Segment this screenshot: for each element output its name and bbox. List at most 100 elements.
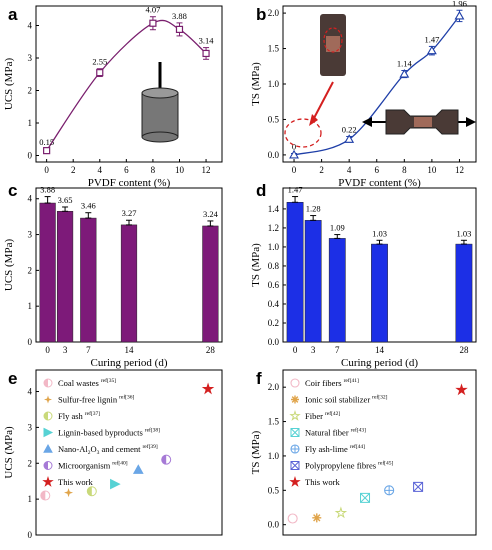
- x-tick-label: 6: [124, 165, 129, 175]
- legend-entry: Coal wastes ref[35]: [58, 377, 116, 388]
- data-point: [43, 427, 54, 438]
- specimen-label: [414, 117, 432, 127]
- data-point: [291, 395, 299, 404]
- x-tick-label: 10: [427, 165, 437, 175]
- y-tick-label: 3: [28, 422, 33, 432]
- panel-f: 0.0 0.5 1.0 1.5 2.0 TS (MPa) f Coir fibers ref[4…: [250, 369, 477, 536]
- data-point: [413, 481, 424, 492]
- legend-entry: Fly ash ref[37]: [58, 410, 100, 421]
- marker-cross: [291, 445, 299, 453]
- panel-label: d: [256, 181, 266, 200]
- marker-cross: [290, 461, 300, 470]
- data-point: [290, 428, 300, 437]
- data-point: [454, 10, 465, 20]
- x-tick-label: 2: [71, 165, 76, 175]
- plot-frame: [35, 369, 223, 536]
- y-tick-label: 3: [28, 53, 33, 63]
- data-point: [132, 464, 144, 474]
- marker-fill: [40, 491, 46, 501]
- panel-b: 0.0 0.5 1.0 1.5 2.0 0 2 4 6 8 10 12 TS (MPa) PVDF con…: [250, 0, 477, 189]
- x-tick-label: 14: [375, 345, 385, 355]
- y-tick-label: 1: [28, 118, 33, 128]
- data-point: [175, 25, 184, 33]
- panel-label: f: [256, 369, 262, 388]
- y-tick-label: 1: [28, 494, 33, 504]
- y-tick-label: 2: [28, 458, 33, 468]
- specimen-label: [326, 36, 340, 52]
- y-tick-label: 1.0: [268, 242, 280, 252]
- y-tick-label: 0.4: [268, 299, 280, 309]
- tension-arrowhead-right: [466, 117, 476, 127]
- data-label: 1.03: [457, 228, 472, 238]
- panel-label: c: [8, 181, 17, 200]
- data-label: 3.27: [122, 208, 137, 218]
- x-tick-label: 0: [44, 165, 49, 175]
- x-tick-label: 0: [293, 345, 298, 355]
- bar: [286, 202, 304, 343]
- y-tick-label: 0: [28, 337, 33, 347]
- marker-cross: [360, 493, 370, 503]
- data-label: 0: [292, 141, 296, 151]
- y-tick-label: 0.5: [268, 114, 280, 124]
- zoom-circle: [284, 118, 322, 148]
- x-tick-label: 28: [206, 345, 216, 355]
- panel-label: b: [256, 5, 266, 24]
- data-label: 1.47: [288, 185, 303, 195]
- bar: [328, 238, 346, 343]
- x-tick-label: 7: [335, 345, 340, 355]
- data-label: 3.14: [199, 36, 215, 46]
- x-tick-label: 4: [98, 165, 103, 175]
- data-point: [289, 475, 301, 487]
- cylinder-top: [141, 87, 179, 99]
- y-tick-label: 3: [28, 230, 33, 240]
- data-label: 0.22: [342, 124, 357, 134]
- panel-d: 0.0 0.2 0.4 0.6 0.8 1.0 1.2 1.4 0 3 7 14 28 TS (MPa) C…: [250, 181, 477, 369]
- y-tick-label: 2.0: [268, 8, 280, 18]
- data-point: [43, 443, 53, 453]
- legend-entry: Fiber ref[42]: [305, 410, 340, 421]
- x-tick-label: 14: [125, 345, 135, 355]
- data-point: [202, 49, 210, 58]
- cylinder-bottom: [141, 131, 179, 143]
- y-tick-label: 4: [28, 21, 33, 31]
- data-label: 3.65: [58, 195, 73, 205]
- x-tick-label: 2: [319, 165, 324, 175]
- data-point: [44, 395, 52, 404]
- pointer-arrowhead: [309, 114, 318, 126]
- data-point: [334, 506, 348, 519]
- y-tick-label: 4: [28, 194, 33, 204]
- y-tick-label: 0.2: [268, 318, 279, 328]
- data-label: 1.03: [372, 228, 387, 238]
- legend-entry: Sulfur-free lignin ref[36]: [58, 394, 135, 405]
- y-tick-label: 0: [28, 530, 33, 540]
- marker-cross: [290, 428, 300, 437]
- data-point: [312, 513, 322, 523]
- bar: [80, 217, 97, 343]
- y-tick-label: 1.0: [268, 451, 280, 461]
- bar: [304, 220, 322, 343]
- x-tick-label: 0: [45, 345, 50, 355]
- y-tick-label: 4: [28, 387, 33, 397]
- data-label: 1.14: [397, 59, 413, 69]
- y-tick-label: 0.5: [268, 485, 280, 495]
- y-axis-label: TS (MPa): [250, 243, 262, 287]
- data-point: [289, 149, 299, 159]
- data-label: 3.46: [81, 201, 96, 211]
- x-tick-label: 7: [86, 345, 91, 355]
- data-label: 0.15: [39, 137, 54, 147]
- data-point: [96, 69, 104, 77]
- y-tick-label: 2.0: [268, 382, 280, 392]
- data-label: 3.88: [40, 185, 55, 195]
- x-tick-label: 12: [455, 165, 464, 175]
- y-tick-label: 0.6: [268, 280, 280, 290]
- y-tick-label: 0.0: [268, 520, 280, 530]
- legend-entry: Lignin-based byproducts ref[38]: [58, 427, 160, 438]
- marker-fill: [44, 412, 48, 420]
- legend-entry: Ionic soil stabilizer ref[32]: [305, 394, 388, 405]
- y-tick-label: 1.5: [268, 417, 280, 427]
- bar: [371, 243, 388, 343]
- panel-label: a: [8, 5, 18, 24]
- y-tick-label: 1.0: [268, 79, 280, 89]
- plot-frame: [282, 5, 477, 163]
